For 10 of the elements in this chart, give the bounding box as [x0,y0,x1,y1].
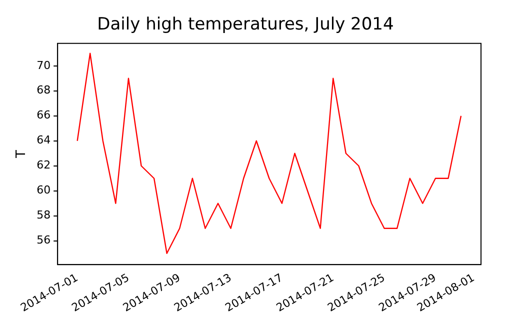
y-axis-title: T [14,150,30,159]
y-tick-label: 66 [36,108,51,122]
y-tick-label: 64 [36,134,51,147]
y-tick-label: 62 [36,158,51,172]
chart-title: Daily high temperatures, July 2014 [97,14,394,35]
y-tick-label: 58 [36,208,51,222]
y-tick-label: 60 [36,184,51,197]
y-tick-label: 56 [36,234,51,247]
y-tick-label: 70 [36,58,51,72]
y-tick-label: 68 [36,84,51,97]
